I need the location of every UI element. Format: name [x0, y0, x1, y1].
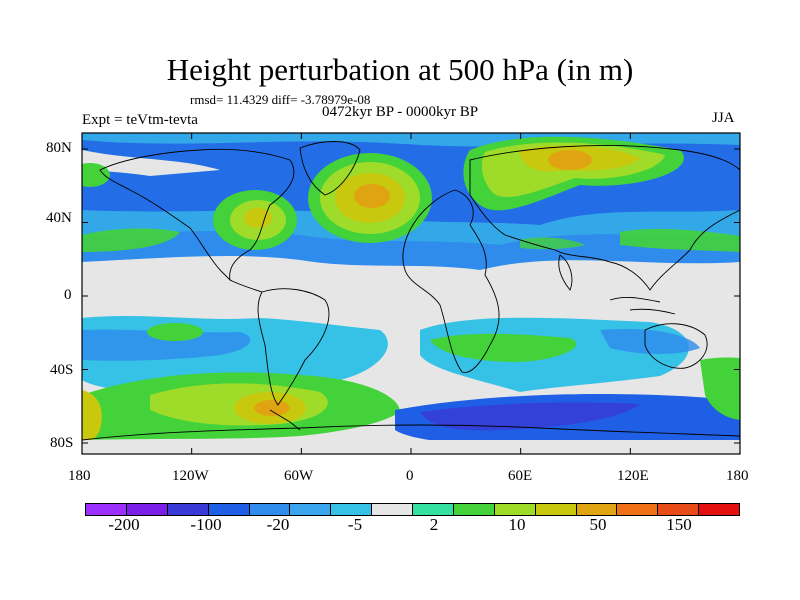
lon-label: 120W	[172, 468, 209, 484]
colorbar-label: 10	[508, 515, 526, 534]
axis-ticks	[81, 133, 741, 454]
chart-title: Height perturbation at 500 hPa (in m)	[166, 52, 634, 87]
season-label: JJA	[712, 110, 735, 126]
colorbar-label: 2	[429, 515, 439, 534]
colorbar-swatch	[86, 504, 127, 515]
lon-label: 0	[406, 468, 414, 484]
colorbar-swatch	[453, 504, 495, 515]
colorbar-swatch	[535, 504, 577, 515]
lon-label: 60W	[284, 468, 314, 484]
colorbar	[85, 503, 740, 516]
period-label: 0472kyr BP - 0000kyr BP	[322, 104, 479, 120]
colorbar-label: 150	[666, 515, 692, 534]
colorbar-swatch	[658, 504, 700, 515]
lat-label: 0	[64, 287, 72, 303]
colorbar-swatch	[372, 504, 413, 515]
lon-label: 60E	[508, 468, 533, 484]
colorbar-swatch	[290, 504, 332, 515]
colorbar-label: -5	[347, 515, 363, 534]
coastlines	[82, 141, 740, 441]
colorbar-swatch	[208, 504, 250, 515]
colorbar-swatch	[126, 504, 168, 515]
experiment-label: Expt = teVtm-tevta	[82, 112, 198, 128]
colorbar-swatch	[167, 504, 209, 515]
colorbar-label: 50	[589, 515, 607, 534]
colorbar-swatch	[494, 504, 536, 515]
colorbar-swatch	[699, 504, 739, 515]
colorbar-swatch	[249, 504, 291, 515]
lat-label: 40S	[50, 362, 74, 378]
lon-label: 120E	[617, 468, 649, 484]
lat-label: 80S	[50, 435, 74, 451]
colorbar-swatch	[617, 504, 659, 515]
colorbar-label: -100	[190, 515, 222, 534]
colorbar-swatch	[576, 504, 618, 515]
lon-label: 180	[68, 468, 91, 484]
lat-label: 40N	[46, 210, 72, 226]
height-field	[82, 133, 740, 454]
stats-text: rmsd= 11.4329 diff= -3.78979e-08	[190, 92, 371, 107]
colorbar-swatch	[413, 504, 454, 515]
lat-label: 80N	[46, 140, 72, 156]
lon-label: 180	[726, 468, 749, 484]
colorbar-label: -20	[266, 515, 290, 534]
colorbar-swatch	[331, 504, 373, 515]
colorbar-label: -200	[108, 515, 140, 534]
